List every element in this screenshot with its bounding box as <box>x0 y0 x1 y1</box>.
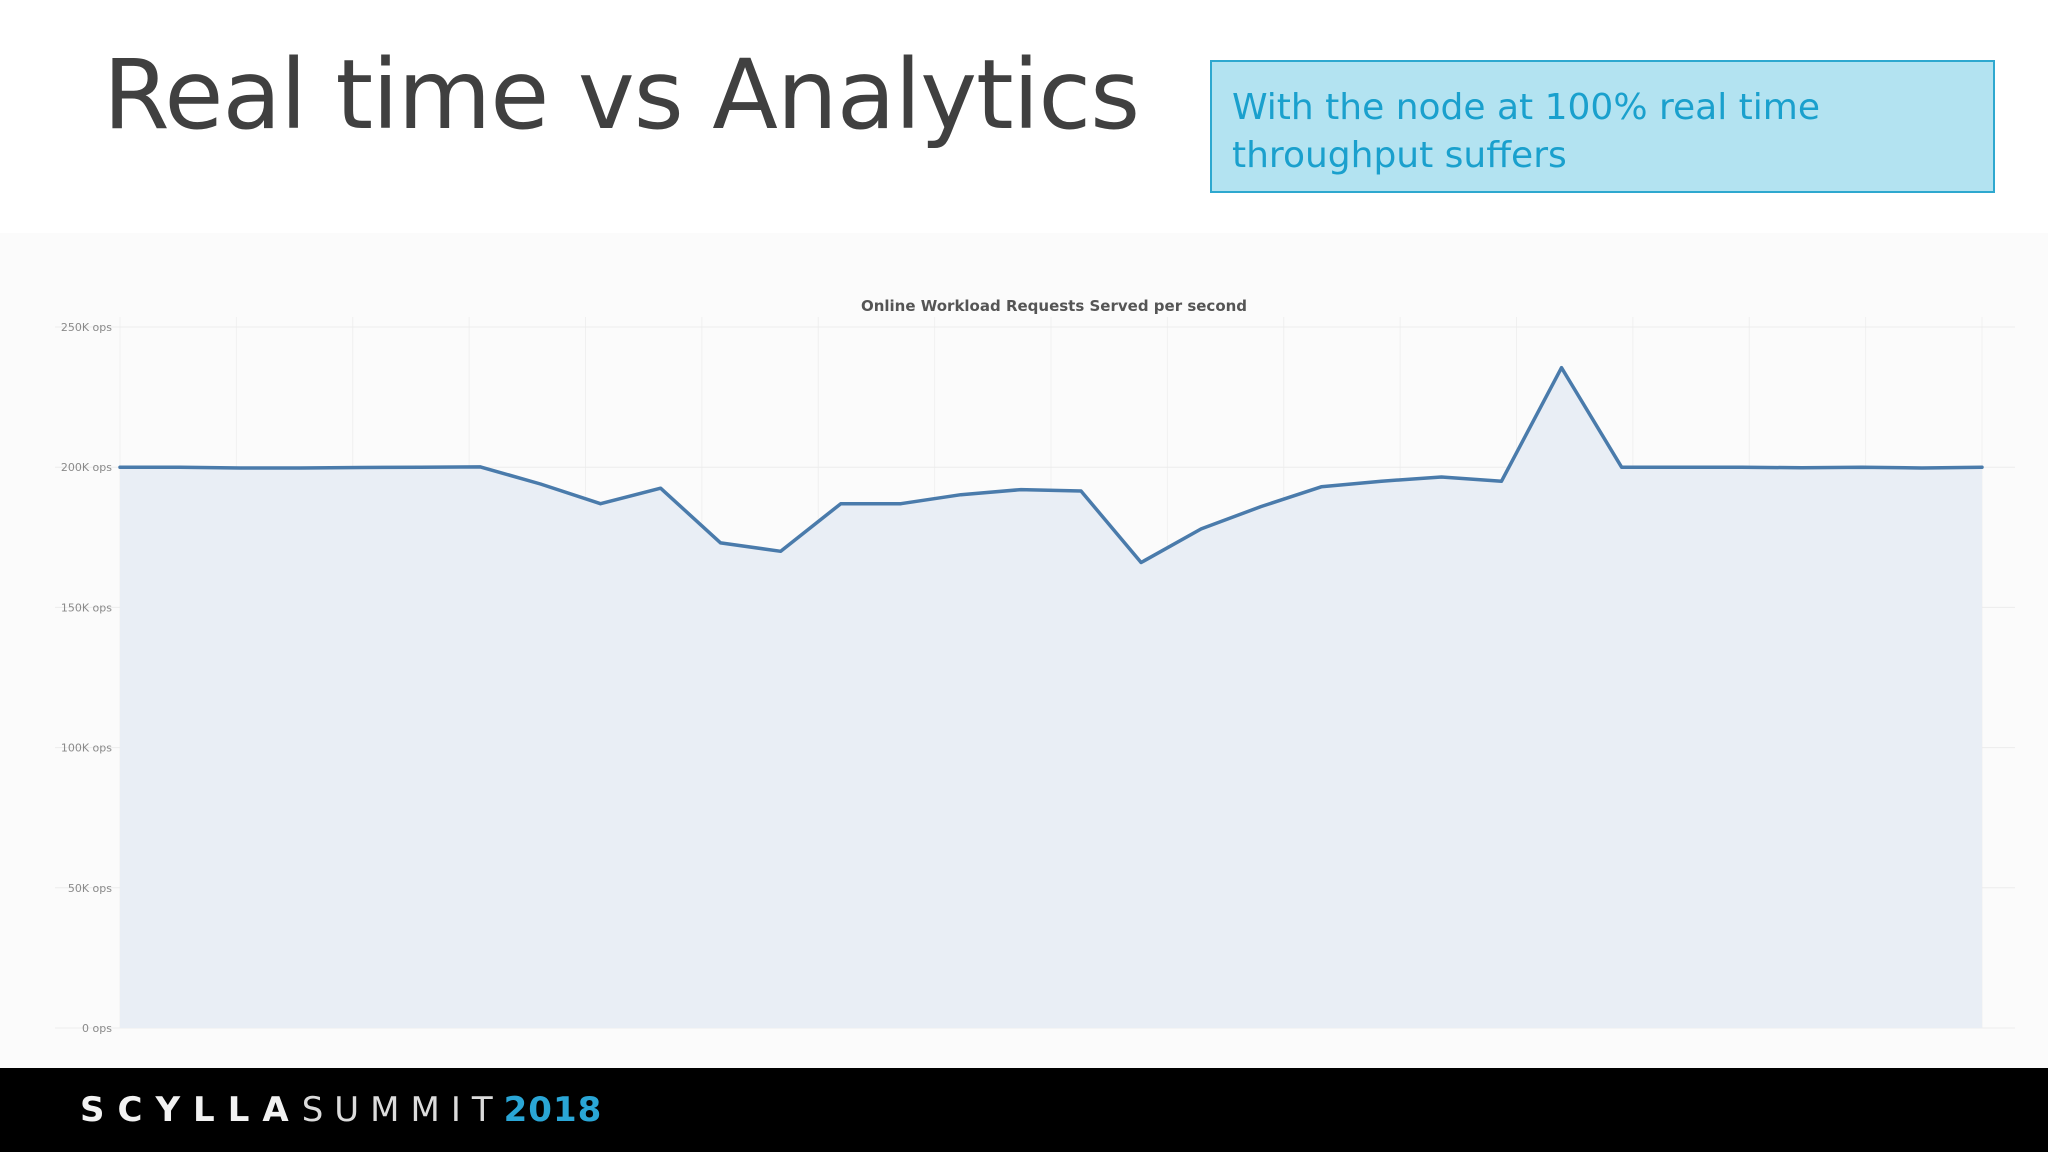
data-point <box>178 465 182 469</box>
chart-panel: Online Workload Requests Served per seco… <box>0 233 2048 1068</box>
data-point <box>779 549 783 553</box>
slide-title: Real time vs Analytics <box>103 39 1140 151</box>
throughput-chart: Online Workload Requests Served per seco… <box>55 297 2015 1035</box>
data-point <box>1920 466 1924 470</box>
data-point <box>1319 485 1323 489</box>
data-point <box>298 466 302 470</box>
data-point <box>1620 465 1624 469</box>
data-point <box>1019 488 1023 492</box>
data-point <box>418 465 422 469</box>
y-tick-label: 200K ops <box>61 461 112 474</box>
data-point <box>478 465 482 469</box>
y-tick-label: 50K ops <box>68 882 112 895</box>
data-point <box>1980 465 1984 469</box>
data-point <box>659 486 663 490</box>
data-point <box>539 482 542 486</box>
y-tick-label: 0 ops <box>82 1022 112 1035</box>
brand-summit: SUMMIT <box>301 1090 504 1130</box>
data-point <box>1560 366 1563 370</box>
y-tick-label: 150K ops <box>61 601 112 614</box>
data-point <box>118 465 122 469</box>
y-tick-label: 250K ops <box>61 321 112 334</box>
data-point <box>839 502 843 506</box>
data-point <box>1800 466 1804 470</box>
footer-bar: SCYLLASUMMIT2018 <box>0 1068 2048 1152</box>
series-area-0 <box>120 367 1982 1028</box>
data-point <box>238 466 242 470</box>
data-point <box>1139 561 1143 564</box>
brand-logo: SCYLLASUMMIT2018 <box>80 1088 602 1132</box>
data-point <box>599 502 602 506</box>
data-point <box>899 502 903 506</box>
data-point <box>1259 505 1263 508</box>
data-point <box>959 493 963 497</box>
data-point <box>1439 475 1443 479</box>
callout-text: With the node at 100% real time throughp… <box>1232 87 1820 176</box>
data-point <box>719 541 723 545</box>
data-point <box>1740 465 1744 469</box>
chart-title: Online Workload Requests Served per seco… <box>861 297 1247 315</box>
data-point <box>1860 465 1864 469</box>
brand-year: 2018 <box>503 1090 603 1130</box>
callout-box: With the node at 100% real time throughp… <box>1210 60 1995 193</box>
data-point <box>1379 479 1383 483</box>
brand-scylla: SCYLLA <box>80 1090 302 1130</box>
data-point <box>1079 489 1083 493</box>
data-point <box>358 466 362 469</box>
y-tick-label: 100K ops <box>61 742 112 755</box>
series-line-0 <box>118 365 1984 565</box>
data-point <box>1680 465 1684 469</box>
data-point <box>1199 527 1203 531</box>
data-point <box>1500 479 1503 483</box>
